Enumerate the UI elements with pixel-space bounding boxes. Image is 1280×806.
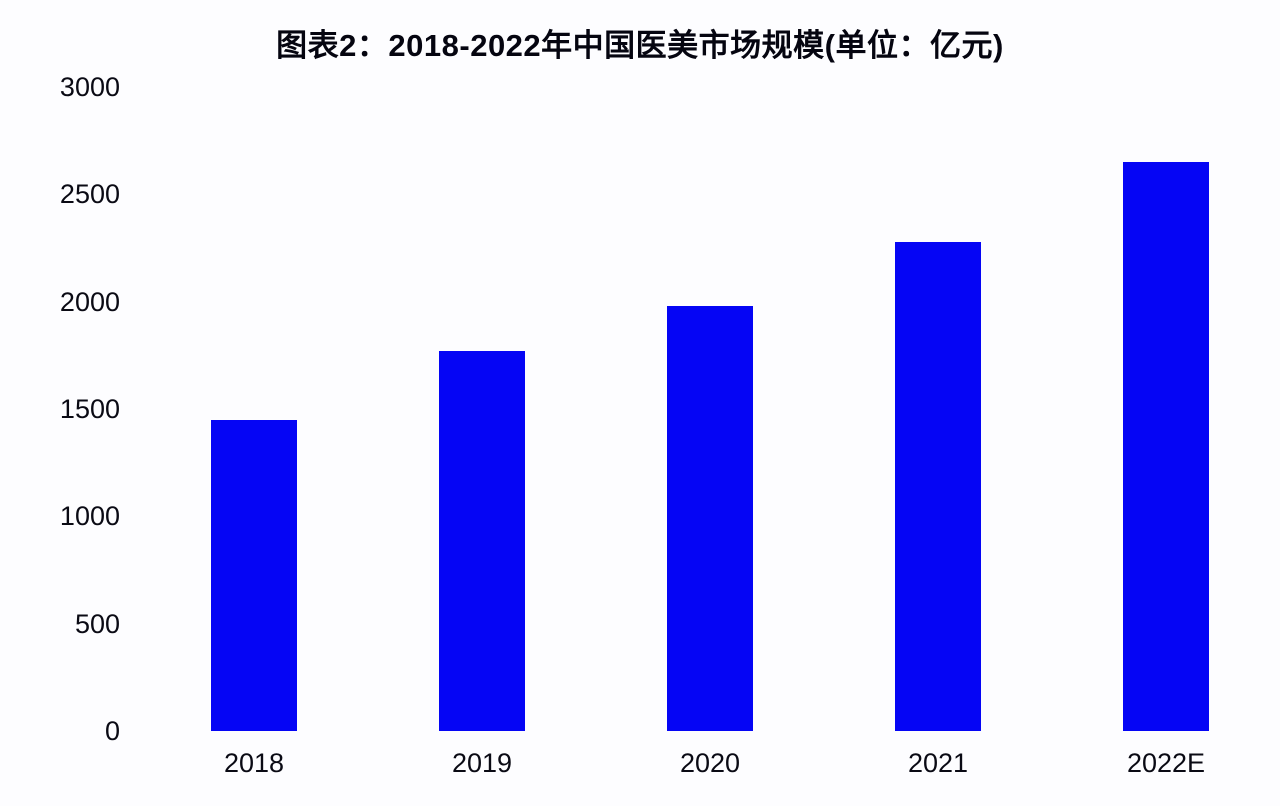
bar-2018 [211,419,297,731]
y-tick-label: 0 [104,716,120,746]
y-tick-label: 2500 [59,179,120,210]
y-tick-label: 1000 [59,501,120,532]
y-tick-label: 500 [74,608,120,639]
x-tick-label: 2019 [451,748,513,778]
x-tick-label: 2020 [679,748,741,778]
x-tick-label: 2022E [1126,748,1206,778]
chart-title: 图表2：2018-2022年中国医美市场规模(单位：亿元) [276,28,1004,63]
bar-2020 [667,305,753,731]
bar-2019 [439,351,525,731]
x-tick-label: 2018 [223,748,285,778]
x-tick-label: 2021 [907,748,969,778]
bar-2021 [895,241,981,731]
bar-2022E [1123,162,1209,731]
y-tick-label: 2000 [59,286,120,317]
y-tick-label: 1500 [59,394,120,424]
y-tick-label: 3000 [59,72,120,102]
